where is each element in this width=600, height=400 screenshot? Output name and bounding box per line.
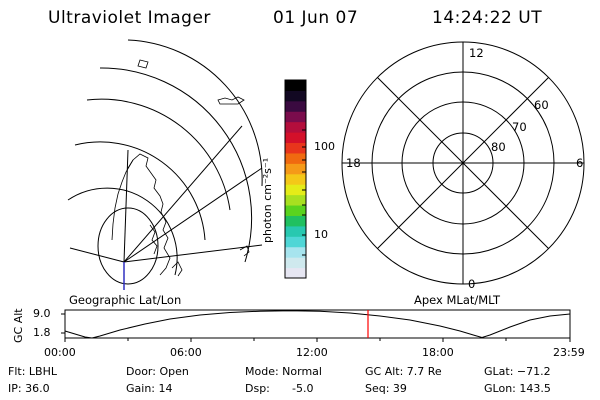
latitude-arc [86, 98, 231, 211]
pole-ring [97, 207, 159, 285]
colorbar-swatch [285, 100, 306, 112]
latitude-arc [127, 39, 263, 187]
altitude-xtick: 06:00 [170, 346, 202, 359]
status-door: Door: Open [126, 365, 189, 378]
colorbar-swatch [285, 121, 306, 133]
status-glon: GLon: 143.5 [484, 382, 551, 395]
status-dsp-value: -5.0 [292, 382, 314, 395]
meridian-line [123, 125, 243, 263]
coastline [217, 96, 245, 105]
status-glat: GLat: −71.2 [484, 365, 551, 378]
status-seq: Seq: 39 [365, 382, 407, 395]
latitude-arc [99, 67, 253, 263]
altitude-xtick: 12:00 [296, 346, 328, 359]
polar-caption: Apex MLat/MLT [414, 293, 501, 307]
colorbar-swatch [285, 90, 306, 102]
status-ip: IP: 36.0 [8, 382, 50, 395]
coastline [111, 159, 134, 241]
meridian-line [69, 247, 125, 263]
colorbar-swatch [285, 205, 306, 216]
mlt-label-12: 12 [469, 46, 484, 60]
colorbar-swatch [285, 194, 306, 206]
status-dsp-label: Dsp: [245, 382, 270, 395]
colorbar-swatch [285, 236, 306, 248]
colorbar-frame [284, 79, 307, 279]
latitude-arc [74, 141, 206, 241]
status-filter: Flt: LBHL [8, 365, 57, 378]
mlat-label-70: 70 [512, 120, 527, 134]
altitude-ytick-bottom: 1.8 [33, 326, 51, 339]
polar-diagonal [377, 77, 549, 249]
colorbar-unit-label: photon cm⁻²s⁻¹ [261, 157, 274, 243]
meridian-line [123, 167, 263, 263]
colorbar-swatch [285, 173, 306, 185]
meridian-line [123, 149, 129, 263]
colorbar-tick-10: 10 [314, 228, 328, 241]
altitude-ylabel: GC Alt [12, 308, 25, 343]
mlat-label-80: 80 [491, 140, 506, 154]
meridian-line [123, 244, 263, 263]
mlt-label-6: 6 [576, 156, 584, 170]
colorbar-tick-100: 100 [314, 140, 335, 153]
colorbar-swatch [285, 267, 306, 279]
status-gc-alt: GC Alt: 7.7 Re [365, 365, 442, 378]
coastline [171, 261, 183, 277]
instrument-title: Ultraviolet Imager [48, 8, 211, 28]
colorbar-swatch [285, 246, 306, 258]
altitude-plot [61, 309, 571, 342]
coastline [137, 59, 149, 69]
colorbar-swatch [285, 215, 306, 227]
colorbar [285, 80, 306, 279]
altitude-curve [64, 310, 571, 339]
mlt-label-18: 18 [346, 156, 361, 170]
altitude-xtick: 00:00 [44, 346, 76, 359]
image-date: 01 Jun 07 [273, 8, 359, 28]
colorbar-swatch [285, 80, 306, 91]
colorbar-swatch [285, 184, 306, 196]
status-gain: Gain: 14 [126, 382, 173, 395]
mlat-label-60: 60 [534, 98, 549, 112]
colorbar-swatch [285, 132, 306, 144]
altitude-ytick-top: 9.0 [33, 307, 51, 320]
latitude-arc [67, 187, 178, 276]
coastline [127, 153, 171, 276]
colorbar-ticks [302, 129, 306, 256]
image-time: 14:24:22 UT [432, 8, 543, 28]
altitude-x-ticks [64, 338, 571, 342]
mlt-label-0: 0 [468, 277, 476, 291]
coastline [149, 224, 158, 255]
colorbar-swatch [285, 142, 306, 154]
colorbar-swatch [285, 152, 306, 164]
polar-plot [341, 41, 585, 285]
status-mode: Mode: Normal [245, 365, 322, 378]
altitude-xtick: 23:59 [553, 346, 585, 359]
colorbar-swatch [285, 225, 306, 237]
colorbar-swatch [285, 257, 306, 269]
colorbar-swatch [285, 111, 306, 123]
geographic-caption: Geographic Lat/Lon [69, 293, 182, 307]
colorbar-swatch [285, 163, 306, 175]
altitude-xtick: 18:00 [422, 346, 454, 359]
coastline [239, 245, 250, 257]
